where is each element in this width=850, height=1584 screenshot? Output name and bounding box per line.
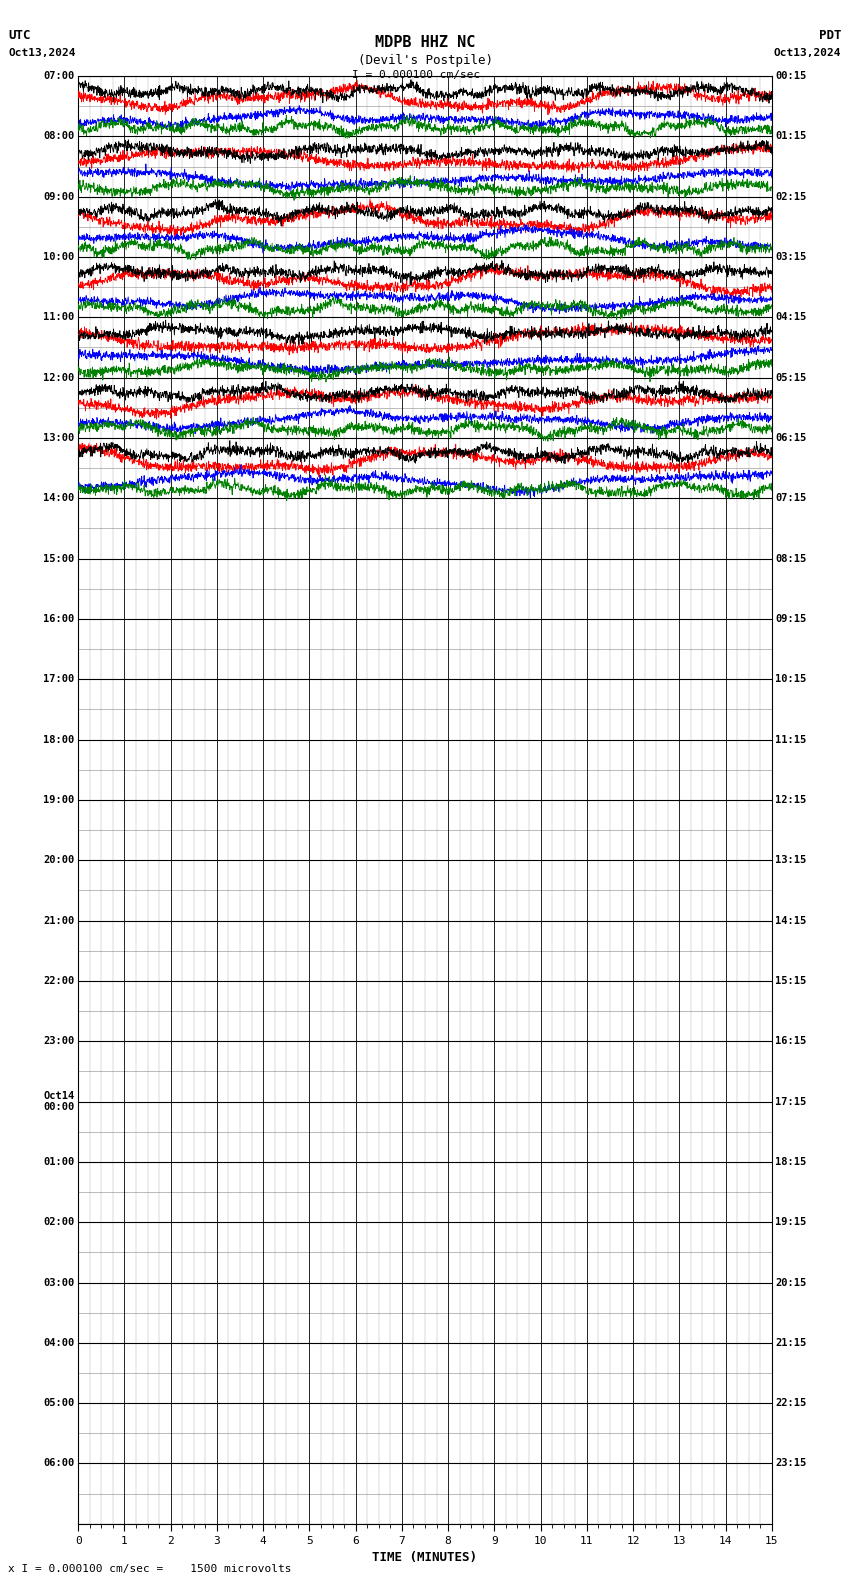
Text: 11:00: 11:00: [43, 312, 75, 322]
Text: 17:00: 17:00: [43, 675, 75, 684]
Text: UTC: UTC: [8, 29, 31, 41]
Text: 23:00: 23:00: [43, 1036, 75, 1045]
Text: MDPB HHZ NC: MDPB HHZ NC: [375, 35, 475, 49]
Text: 23:15: 23:15: [775, 1459, 807, 1468]
Text: I = 0.000100 cm/sec: I = 0.000100 cm/sec: [353, 70, 480, 79]
Text: 19:00: 19:00: [43, 795, 75, 805]
Text: 22:00: 22:00: [43, 976, 75, 985]
Text: 16:00: 16:00: [43, 615, 75, 624]
Text: 03:00: 03:00: [43, 1278, 75, 1288]
Text: 11:15: 11:15: [775, 735, 807, 744]
Text: 05:00: 05:00: [43, 1399, 75, 1408]
Text: 20:15: 20:15: [775, 1278, 807, 1288]
X-axis label: TIME (MINUTES): TIME (MINUTES): [372, 1551, 478, 1563]
Text: 01:15: 01:15: [775, 131, 807, 141]
Text: 04:00: 04:00: [43, 1338, 75, 1348]
Text: 18:00: 18:00: [43, 735, 75, 744]
Text: 22:15: 22:15: [775, 1399, 807, 1408]
Text: PDT: PDT: [819, 29, 842, 41]
Text: 07:00: 07:00: [43, 71, 75, 81]
Text: Oct14
00:00: Oct14 00:00: [43, 1091, 75, 1112]
Text: 09:00: 09:00: [43, 192, 75, 201]
Text: 10:15: 10:15: [775, 675, 807, 684]
Text: 01:00: 01:00: [43, 1156, 75, 1167]
Text: 18:15: 18:15: [775, 1156, 807, 1167]
Text: 06:15: 06:15: [775, 432, 807, 444]
Text: 10:00: 10:00: [43, 252, 75, 261]
Text: 16:15: 16:15: [775, 1036, 807, 1045]
Text: 19:15: 19:15: [775, 1217, 807, 1228]
Text: (Devil's Postpile): (Devil's Postpile): [358, 54, 492, 67]
Text: 21:15: 21:15: [775, 1338, 807, 1348]
Text: x I = 0.000100 cm/sec =    1500 microvolts: x I = 0.000100 cm/sec = 1500 microvolts: [8, 1565, 292, 1574]
Text: 03:15: 03:15: [775, 252, 807, 261]
Text: 13:15: 13:15: [775, 855, 807, 865]
Text: 13:00: 13:00: [43, 432, 75, 444]
Text: Oct13,2024: Oct13,2024: [8, 48, 76, 57]
Text: 21:00: 21:00: [43, 916, 75, 925]
Text: 07:15: 07:15: [775, 493, 807, 504]
Text: 02:00: 02:00: [43, 1217, 75, 1228]
Text: 09:15: 09:15: [775, 615, 807, 624]
Text: 20:00: 20:00: [43, 855, 75, 865]
Text: 08:00: 08:00: [43, 131, 75, 141]
Text: 08:15: 08:15: [775, 554, 807, 564]
Text: 15:15: 15:15: [775, 976, 807, 985]
Text: 14:15: 14:15: [775, 916, 807, 925]
Text: 00:15: 00:15: [775, 71, 807, 81]
Text: 17:15: 17:15: [775, 1096, 807, 1107]
Text: 14:00: 14:00: [43, 493, 75, 504]
Text: 05:15: 05:15: [775, 372, 807, 383]
Text: 06:00: 06:00: [43, 1459, 75, 1468]
Text: 12:15: 12:15: [775, 795, 807, 805]
Text: 04:15: 04:15: [775, 312, 807, 322]
Text: 15:00: 15:00: [43, 554, 75, 564]
Text: 12:00: 12:00: [43, 372, 75, 383]
Text: Oct13,2024: Oct13,2024: [774, 48, 842, 57]
Text: 02:15: 02:15: [775, 192, 807, 201]
